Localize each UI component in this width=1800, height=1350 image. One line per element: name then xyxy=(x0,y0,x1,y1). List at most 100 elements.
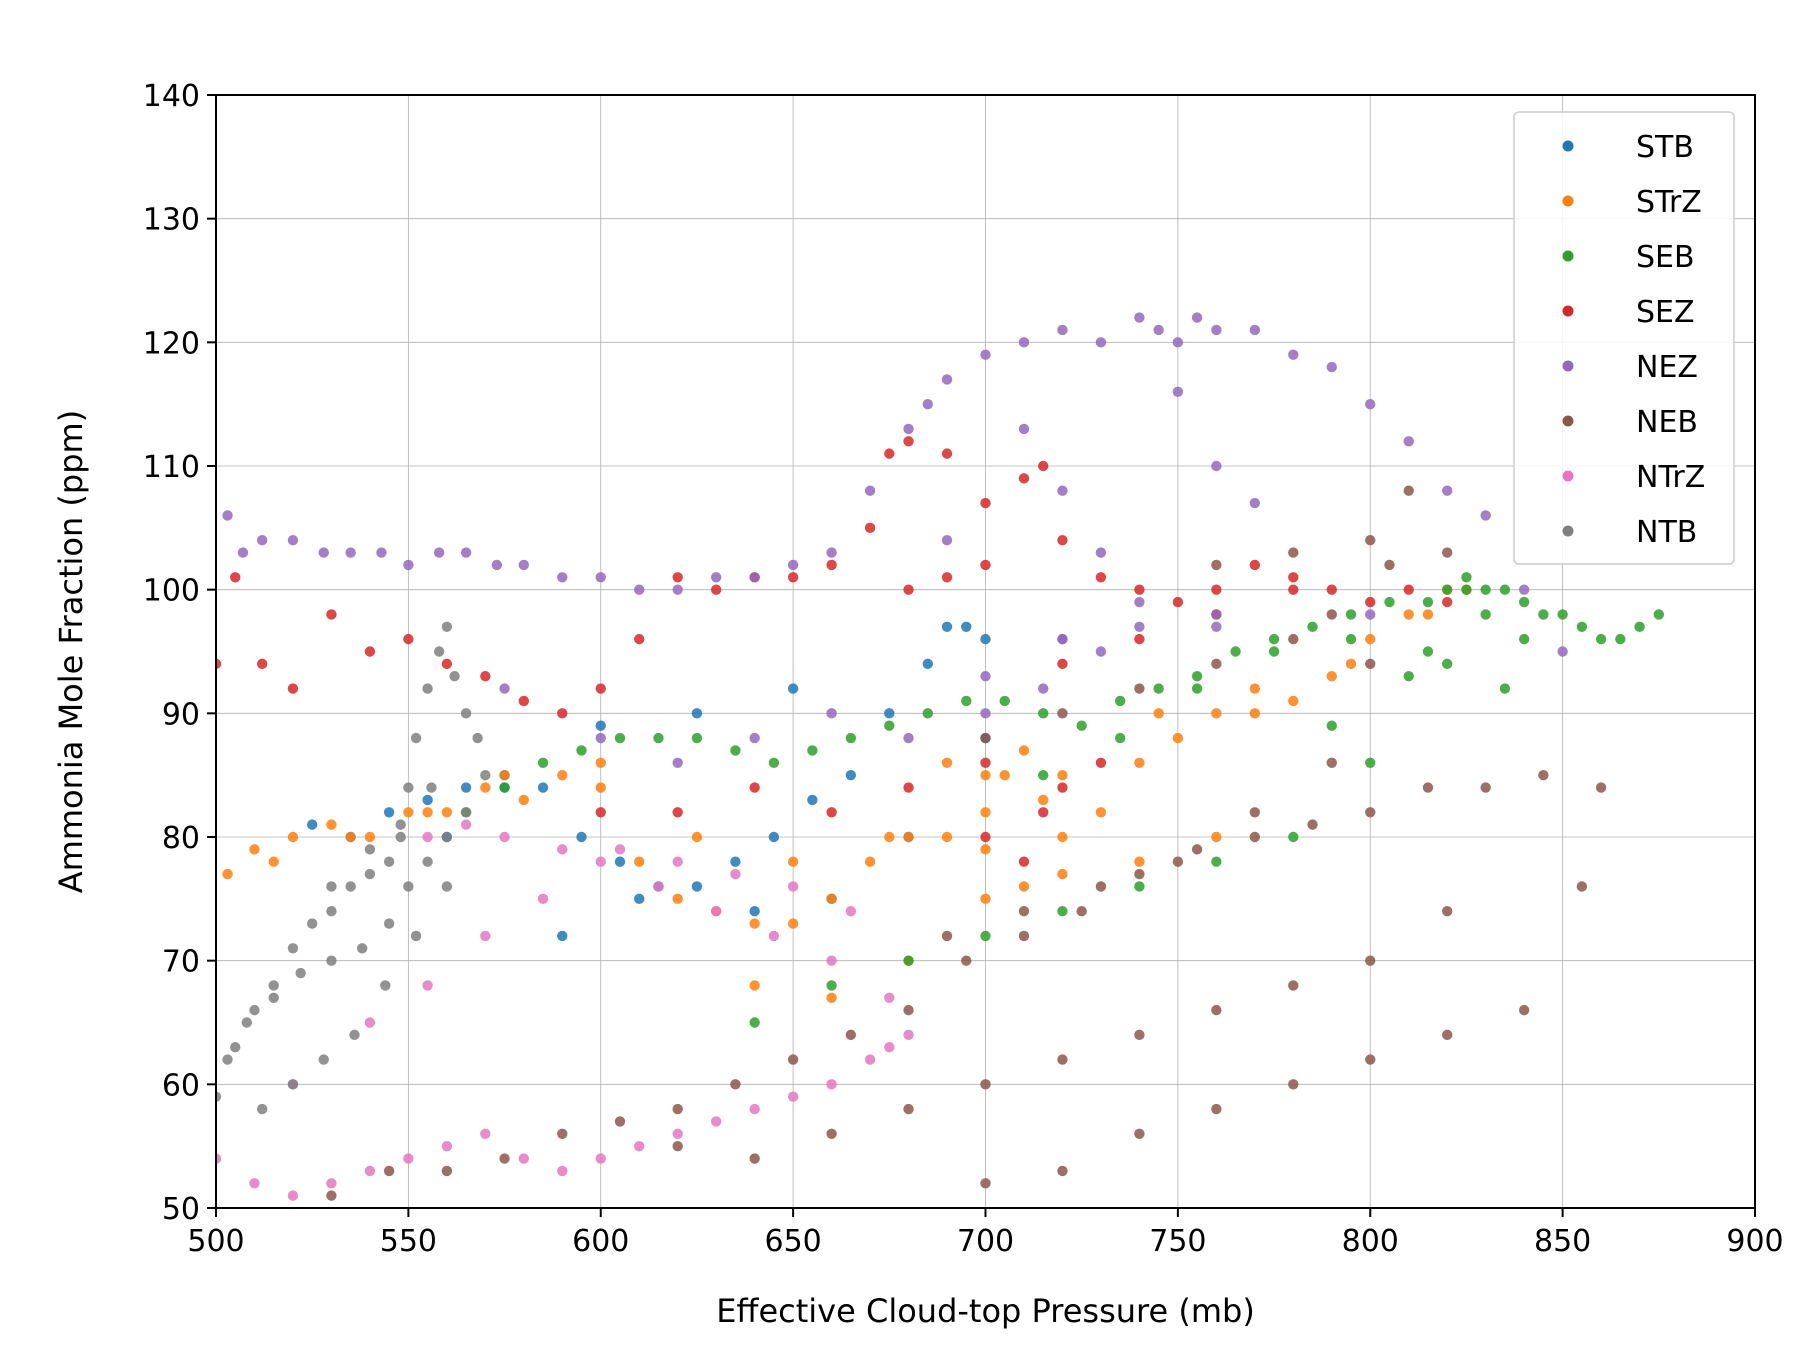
data-point xyxy=(287,1079,299,1090)
data-point xyxy=(395,819,406,830)
data-point xyxy=(222,868,233,880)
data-point xyxy=(460,819,472,830)
data-point xyxy=(1518,596,1530,608)
legend-label: STrZ xyxy=(1636,185,1702,220)
data-point xyxy=(306,918,318,929)
data-point xyxy=(634,633,645,645)
data-point xyxy=(472,732,483,744)
data-point xyxy=(480,671,491,682)
data-point xyxy=(1211,856,1222,867)
data-point xyxy=(518,1153,529,1164)
data-point xyxy=(787,856,799,867)
data-point xyxy=(941,757,953,768)
data-point xyxy=(884,992,895,1003)
data-point xyxy=(1095,881,1107,892)
data-point xyxy=(903,831,914,843)
data-point xyxy=(595,572,606,583)
data-point xyxy=(614,732,626,744)
data-point xyxy=(595,856,606,867)
data-point xyxy=(1595,782,1607,793)
data-point xyxy=(1345,658,1357,670)
data-point xyxy=(441,881,453,892)
data-point xyxy=(807,745,818,756)
data-point xyxy=(364,868,376,880)
data-point xyxy=(1422,596,1434,608)
data-point xyxy=(730,868,741,880)
data-point xyxy=(826,708,837,719)
data-point xyxy=(1211,460,1222,472)
data-point xyxy=(326,609,337,620)
data-point xyxy=(941,448,953,459)
data-point xyxy=(1288,831,1299,843)
data-point xyxy=(710,584,722,595)
data-point xyxy=(941,572,953,583)
data-point xyxy=(403,1153,414,1164)
data-point xyxy=(422,683,433,694)
data-point xyxy=(230,1042,241,1053)
data-point xyxy=(749,918,760,929)
data-point xyxy=(1134,1128,1145,1140)
data-point xyxy=(1442,547,1453,558)
data-point xyxy=(1038,807,1049,818)
data-point xyxy=(1403,584,1414,595)
data-point xyxy=(1211,621,1222,632)
data-point xyxy=(491,559,503,571)
legend-label: NEZ xyxy=(1636,350,1698,385)
legend-marker xyxy=(1562,470,1574,482)
data-point xyxy=(1249,497,1261,509)
data-point xyxy=(768,757,780,768)
data-point xyxy=(287,943,299,954)
legend: STB STrZ SEB SEZ NEZ NEB NTrZ NTB xyxy=(1513,111,1735,565)
data-point xyxy=(903,782,914,793)
data-point xyxy=(216,658,222,670)
data-point xyxy=(1134,881,1145,892)
data-point xyxy=(410,732,422,744)
data-point xyxy=(864,522,876,534)
data-point xyxy=(537,757,549,768)
data-point xyxy=(691,708,703,719)
data-point xyxy=(980,633,991,645)
data-point xyxy=(1134,584,1145,595)
data-point xyxy=(826,980,837,991)
data-point xyxy=(1057,658,1068,670)
data-point xyxy=(1018,881,1030,892)
data-point xyxy=(1211,559,1222,571)
data-point xyxy=(826,955,837,966)
data-point xyxy=(499,831,510,843)
data-point xyxy=(672,584,683,595)
data-point xyxy=(980,559,991,571)
data-point xyxy=(268,992,279,1003)
data-point xyxy=(980,769,991,781)
y-axis-ticks: 50 60 70 80 90 100 110 120 130 140 xyxy=(143,79,216,1227)
series-stb xyxy=(306,621,991,942)
data-point xyxy=(383,1165,395,1177)
data-point xyxy=(768,831,780,843)
data-point xyxy=(403,881,414,892)
data-point xyxy=(864,1054,876,1065)
data-point xyxy=(268,856,279,867)
x-tick-label: 650 xyxy=(764,1224,821,1259)
data-point xyxy=(480,1128,491,1140)
data-point xyxy=(557,1128,568,1140)
data-point xyxy=(1018,906,1030,917)
data-point xyxy=(576,831,587,843)
data-point xyxy=(237,547,249,558)
data-point xyxy=(518,695,529,707)
data-point xyxy=(318,547,329,558)
legend-label: NTrZ xyxy=(1636,460,1705,495)
data-point xyxy=(1345,633,1357,645)
legend-label: SEB xyxy=(1636,240,1695,275)
data-point xyxy=(787,559,799,571)
data-point xyxy=(1114,732,1126,744)
data-point xyxy=(537,893,549,905)
data-point xyxy=(422,807,433,818)
data-point xyxy=(691,831,703,843)
data-point xyxy=(1172,732,1184,744)
data-point xyxy=(884,831,895,843)
series-ntrz xyxy=(216,819,914,1201)
data-point xyxy=(634,584,645,595)
data-point xyxy=(1211,1004,1222,1016)
data-point xyxy=(672,807,683,818)
data-point xyxy=(999,695,1010,707)
data-point xyxy=(364,1017,376,1028)
